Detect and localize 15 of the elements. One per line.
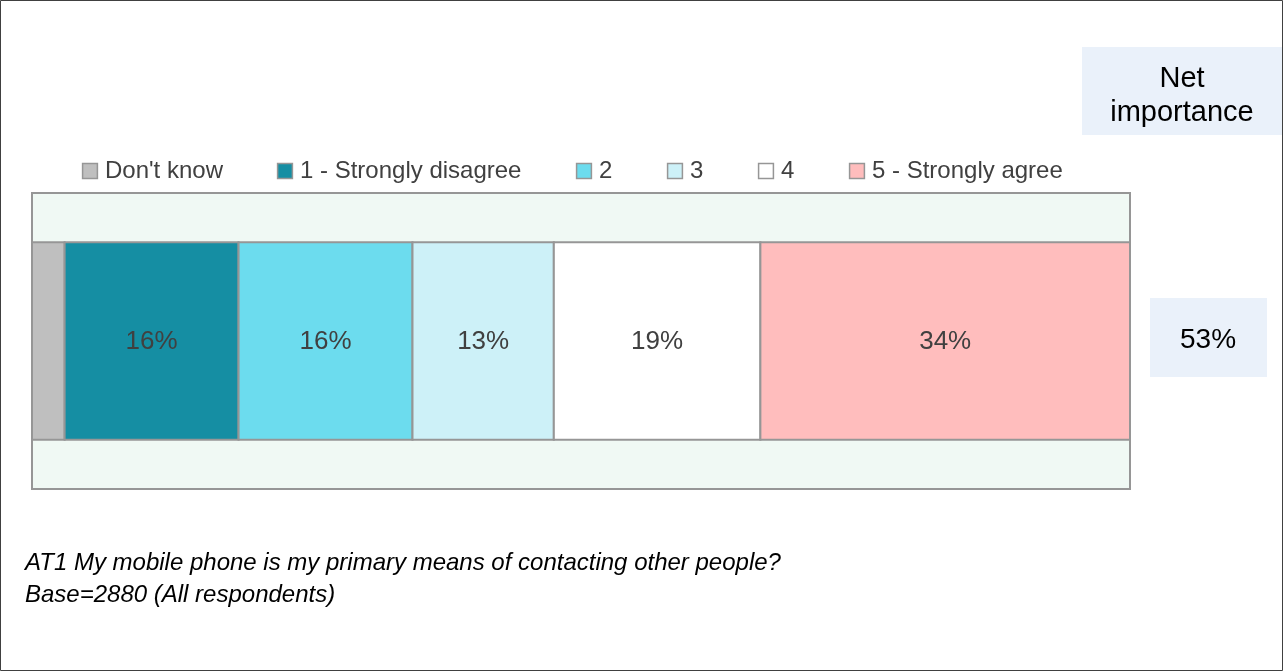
legend-label: Don't know: [105, 156, 224, 183]
legend-label: 5 - Strongly agree: [872, 156, 1063, 183]
data-label: 13%: [457, 325, 510, 355]
legend-label: 3: [690, 156, 704, 183]
data-label: 16%: [299, 325, 352, 355]
text: AT1 My mobile phone is my primary means of contacting other people?: [23, 548, 782, 575]
data-label: 16%: [125, 325, 178, 355]
legend-label: 1 - Strongly disagree: [300, 156, 522, 183]
text: Base=2880 (All respondents): [25, 580, 336, 607]
text: 53%: [1179, 323, 1237, 354]
data-label: 19%: [631, 325, 684, 355]
text: Net importance: [1110, 61, 1254, 127]
data-label: 34%: [919, 325, 972, 355]
legend-label: 2: [599, 156, 613, 183]
legend-label: 4: [781, 156, 795, 183]
